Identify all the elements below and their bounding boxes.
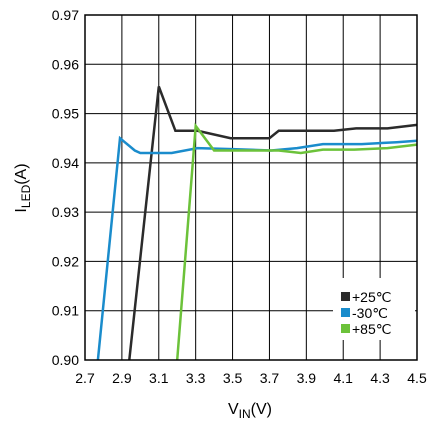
x-tick-label: 3.1 bbox=[149, 370, 169, 386]
x-tick-label: 4.3 bbox=[370, 370, 390, 386]
legend-label-85c: +85℃ bbox=[352, 321, 391, 337]
series-line-2 bbox=[175, 122, 418, 361]
y-tick-label: 0.90 bbox=[52, 352, 79, 368]
legend-label-minus30c: -30℃ bbox=[352, 305, 388, 321]
x-tick-label: 4.1 bbox=[333, 370, 353, 386]
y-axis-label-unit: (A) bbox=[13, 163, 30, 184]
y-tick-label: 0.91 bbox=[52, 303, 79, 319]
y-tick-label: 0.97 bbox=[52, 7, 79, 23]
x-tick-label: 3.9 bbox=[297, 370, 317, 386]
y-axis-label-main: I bbox=[13, 208, 30, 212]
x-axis-label: VIN(V) bbox=[228, 401, 272, 421]
series-line-1 bbox=[96, 135, 418, 361]
series-line-0 bbox=[128, 86, 418, 361]
plot-frame bbox=[84, 14, 418, 361]
legend-swatch-85c bbox=[341, 324, 350, 333]
x-tick-label: 2.7 bbox=[75, 370, 95, 386]
x-tick-label: 4.5 bbox=[407, 370, 427, 386]
legend-swatch-25c bbox=[341, 292, 350, 301]
x-axis-label-sub: IN bbox=[239, 407, 251, 421]
y-tick-label: 0.93 bbox=[52, 204, 79, 220]
y-tick-label: 0.94 bbox=[52, 155, 79, 171]
x-axis-label-unit: (V) bbox=[251, 401, 272, 418]
legend: +25℃ -30℃ +85℃ bbox=[333, 278, 415, 340]
y-tick-label: 0.95 bbox=[52, 106, 79, 122]
y-tick-labels: 0.90 0.91 0.92 0.93 0.94 0.95 0.96 0.97 bbox=[52, 7, 79, 368]
x-axis-label-main: V bbox=[228, 401, 239, 418]
legend-swatch-minus30c bbox=[341, 308, 350, 317]
y-tick-label: 0.96 bbox=[52, 56, 79, 72]
y-axis-label: ILED(A) bbox=[13, 163, 33, 212]
legend-label-25c: +25℃ bbox=[352, 289, 391, 305]
x-tick-labels: 2.7 2.9 3.1 3.3 3.5 3.7 3.9 4.1 4.3 4.5 bbox=[75, 370, 427, 386]
y-axis-label-sub: LED bbox=[19, 184, 33, 208]
x-tick-label: 3.7 bbox=[260, 370, 280, 386]
x-tick-label: 3.3 bbox=[186, 370, 206, 386]
y-tick-label: 0.92 bbox=[52, 253, 79, 269]
series-layer bbox=[96, 86, 418, 361]
x-tick-label: 3.5 bbox=[223, 370, 243, 386]
x-tick-label: 2.9 bbox=[112, 370, 132, 386]
